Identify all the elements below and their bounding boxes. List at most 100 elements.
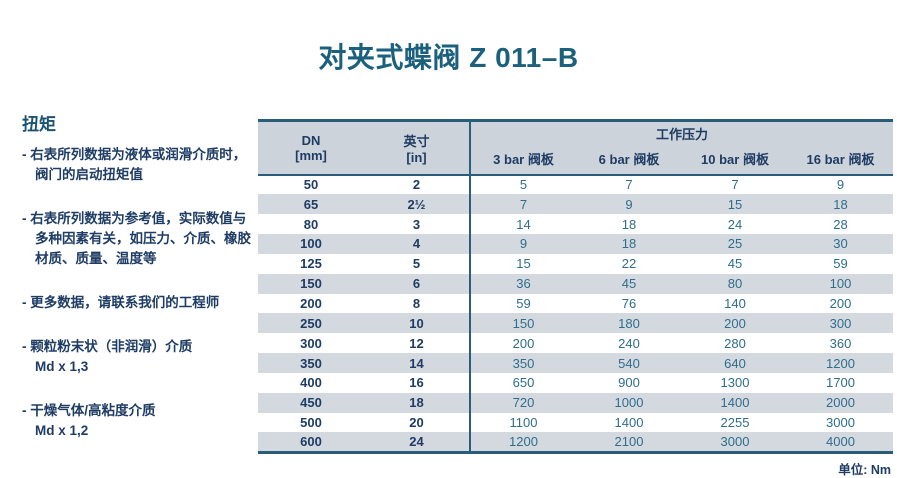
sidebar-note-text: - 更多数据，请联系我们的工程师 [22, 295, 220, 310]
cell-torque-3bar: 1200 [469, 432, 576, 453]
cell-torque-16bar: 200 [829, 295, 852, 311]
cell-torque-3bar: 720 [469, 392, 576, 413]
sidebar-items: - 右表所列数据为液体或润滑介质时，阀门的启动扭矩值 - 右表所列数据为参考值，实… [22, 145, 258, 441]
cell-torque-3bar: 1100 [469, 412, 576, 433]
cell-torque-6bar: 900 [618, 375, 640, 391]
cell-dn: 200 [300, 295, 322, 311]
cell-inch: 24 [409, 434, 424, 450]
table-row: 125 5 15 22 45 59 [258, 253, 893, 274]
column-header-dn-unit: [mm] [295, 147, 327, 163]
cell-torque-10bar: 1400 [720, 395, 750, 411]
table-row: 100 4 9 18 25 30 [258, 234, 894, 254]
page-title: 对夹式蝶阀 Z 011–B [318, 42, 579, 73]
sidebar-note-text: - 右表所列数据为液体或润滑介质时，阀门的启动扭矩值 [22, 147, 247, 182]
cell-torque-3bar: 59 [469, 293, 576, 314]
cell-inch: 4 [412, 236, 421, 252]
cell-dn: 65 [303, 196, 319, 212]
table-row: 600 24 1200 2100 3000 4000 [258, 432, 894, 453]
cell-dn: 50 [303, 177, 319, 193]
cell-torque-10bar: 280 [724, 335, 746, 351]
cell-dn: 350 [300, 355, 322, 371]
cell-torque-3bar: 150 [469, 313, 576, 334]
cell-dn: 125 [300, 256, 322, 272]
table-row: 80 3 14 18 24 28 [258, 214, 893, 235]
cell-torque-6bar: 2100 [614, 434, 644, 450]
cell-torque-10bar: 24 [727, 216, 743, 232]
cell-torque-6bar: 7 [625, 177, 633, 193]
cell-torque-10bar: 3000 [720, 434, 750, 450]
cell-torque-3bar: 350 [469, 353, 576, 373]
sidebar-note-item: - 右表所列数据为参考值，实际数值与多种因素有关，如压力、介质、橡胶材质、质量、… [22, 209, 258, 269]
cell-inch: 16 [409, 375, 424, 391]
cell-torque-6bar: 240 [618, 335, 640, 351]
cell-dn: 300 [300, 335, 322, 351]
cell-torque-3bar: 9 [469, 234, 576, 254]
torque-table: DN [mm] 英寸 [in] 工作压力 3 bar 阀板 6 bar 阀板 1… [258, 119, 894, 454]
cell-dn: 80 [303, 216, 319, 232]
column-header-16bar: 16 bar 阀板 [788, 145, 894, 175]
cell-torque-3bar: 5 [469, 174, 576, 195]
sidebar-note-text: - 干燥气体/高粘度介质 [22, 403, 156, 418]
table-header-group-row: DN [mm] 英寸 [in] 工作压力 [258, 120, 894, 175]
table-row: 50 2 5 7 7 9 [258, 174, 893, 195]
cell-torque-6bar: 9 [625, 196, 633, 212]
cell-inch: 5 [412, 256, 421, 272]
column-header-3bar: 3 bar 阀板 [469, 145, 576, 175]
column-header-inch: 英寸 [in] [364, 120, 470, 175]
table-row: 450 18 720 1000 1400 2000 [258, 392, 894, 413]
cell-dn: 250 [300, 315, 322, 331]
sidebar-note-item: - 干燥气体/高粘度介质 Md x 1,2 [22, 401, 258, 441]
torque-table-section: DN [mm] 英寸 [in] 工作压力 3 bar 阀板 6 bar 阀板 1… [258, 119, 894, 478]
cell-torque-16bar: 300 [829, 315, 852, 331]
cell-inch: 14 [409, 355, 424, 371]
cell-inch: 10 [409, 315, 424, 331]
cell-inch: 2½ [407, 196, 426, 212]
cell-torque-6bar: 18 [621, 216, 637, 232]
cell-torque-3bar: 15 [469, 253, 576, 274]
column-header-inch-label: 英寸 [403, 133, 430, 149]
unit-note: 单位: Nm [838, 462, 891, 477]
cell-torque-16bar: 100 [829, 276, 852, 292]
cell-dn: 100 [300, 236, 322, 252]
sidebar-note-text: - 颗粒粉末状（非润滑）介质 [22, 339, 193, 354]
cell-torque-10bar: 640 [724, 355, 746, 371]
column-header-10bar: 10 bar 阀板 [682, 145, 788, 175]
sidebar-note-text: - 右表所列数据为参考值，实际数值与多种因素有关，如压力、介质、橡胶材质、质量、… [22, 211, 251, 266]
cell-torque-16bar: 59 [833, 256, 848, 272]
cell-dn: 500 [300, 415, 322, 431]
cell-torque-10bar: 80 [727, 276, 743, 292]
cell-torque-10bar: 140 [724, 295, 746, 311]
table-row: 350 14 350 540 640 1200 [258, 353, 894, 373]
column-header-dn-label: DN [301, 132, 321, 148]
cell-dn: 600 [300, 434, 322, 450]
cell-torque-3bar: 36 [469, 273, 576, 294]
cell-inch: 6 [412, 276, 421, 292]
cell-inch: 2 [412, 177, 421, 193]
cell-dn: 450 [300, 395, 322, 411]
cell-inch: 18 [409, 395, 424, 411]
cell-dn: 150 [300, 276, 322, 292]
column-header-6bar: 6 bar 阀板 [576, 145, 682, 175]
cell-torque-3bar: 650 [469, 372, 576, 393]
cell-torque-16bar: 9 [836, 177, 845, 193]
table-row: 150 6 36 45 80 100 [258, 273, 894, 294]
cell-torque-6bar: 180 [618, 315, 640, 331]
table-row: 200 8 59 76 140 200 [258, 293, 893, 314]
sidebar-notes: 扭矩 - 右表所列数据为液体或润滑介质时，阀门的启动扭矩值 - 右表所列数据为参考… [22, 110, 258, 465]
table-row: 65 2½ 7 9 15 18 [258, 194, 894, 215]
column-group-working-pressure: 工作压力 [468, 120, 894, 146]
cell-torque-10bar: 25 [727, 236, 743, 252]
cell-torque-6bar: 18 [621, 236, 637, 252]
cell-torque-10bar: 1300 [720, 375, 750, 391]
cell-torque-3bar: 14 [469, 214, 576, 235]
cell-torque-10bar: 15 [727, 196, 743, 212]
sidebar-note-item: - 颗粒粉末状（非润滑）介质 Md x 1,3 [22, 337, 258, 377]
cell-torque-10bar: 45 [727, 256, 743, 272]
cell-torque-6bar: 45 [621, 276, 637, 292]
cell-inch: 3 [412, 216, 421, 232]
cell-torque-10bar: 2255 [720, 415, 750, 431]
cell-torque-6bar: 1000 [614, 395, 644, 411]
cell-torque-10bar: 7 [731, 177, 739, 193]
cell-torque-16bar: 2000 [826, 395, 855, 411]
column-header-inch-unit: [in] [406, 149, 427, 165]
